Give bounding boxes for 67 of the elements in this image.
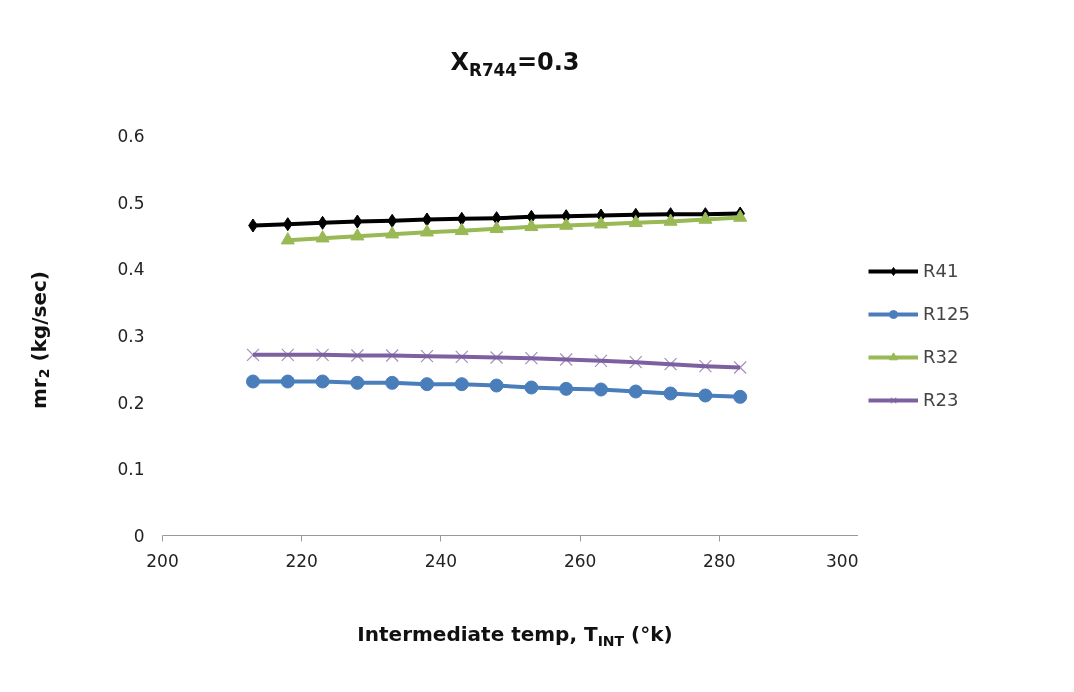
y-tick-label: 0.5 <box>117 192 145 213</box>
x-tick-label: 260 <box>563 550 597 571</box>
point <box>593 216 608 229</box>
point <box>246 348 260 362</box>
point <box>698 359 712 373</box>
y-tick-label: 0.1 <box>117 459 145 480</box>
point <box>559 352 573 367</box>
point <box>663 386 678 401</box>
point <box>419 224 434 237</box>
x-axis-title: Intermediate temp, T$_{INT}$ (°k) <box>356 621 674 651</box>
point <box>559 381 574 396</box>
point <box>733 389 748 404</box>
legend-label: R32 <box>923 346 960 367</box>
x-tick-label: 200 <box>146 550 179 571</box>
point <box>387 213 398 228</box>
point <box>489 378 504 393</box>
legend-label: R23 <box>923 389 960 410</box>
point <box>489 350 504 365</box>
point <box>315 230 330 243</box>
point <box>350 228 365 241</box>
point <box>281 348 295 362</box>
legend-label: R41 <box>923 260 960 281</box>
point <box>698 211 713 224</box>
x-tick-label: 300 <box>826 550 859 571</box>
point <box>317 215 328 230</box>
point <box>593 382 608 397</box>
point <box>663 213 678 226</box>
point <box>454 222 469 236</box>
point <box>629 355 643 369</box>
y-tick-label: 0.6 <box>117 126 145 146</box>
point <box>663 357 678 371</box>
point <box>594 354 608 368</box>
point <box>489 220 504 234</box>
y-tick-label: 0.4 <box>117 259 145 280</box>
point <box>733 360 747 375</box>
point <box>280 232 295 245</box>
point <box>559 217 574 230</box>
point <box>352 214 363 229</box>
y-tick-label: 0.2 <box>117 392 145 413</box>
x-tick-label: 220 <box>285 550 318 571</box>
point <box>245 374 260 389</box>
point <box>419 377 434 392</box>
point <box>628 214 643 228</box>
legend-label: R125 <box>923 303 971 324</box>
point <box>280 374 295 389</box>
point <box>524 380 539 395</box>
x-tick-label: 240 <box>424 550 458 571</box>
point <box>524 218 539 232</box>
point <box>315 374 330 389</box>
point <box>315 348 330 362</box>
point <box>385 226 400 239</box>
point <box>456 211 467 226</box>
point <box>385 348 399 363</box>
point <box>282 217 293 232</box>
point <box>524 351 538 365</box>
point <box>454 377 469 392</box>
point <box>698 388 713 403</box>
x-tick-label: 280 <box>703 550 736 571</box>
y-tick-label: 0.3 <box>117 326 145 346</box>
point <box>350 375 365 390</box>
point <box>628 384 643 399</box>
point <box>385 375 400 390</box>
point <box>455 350 469 364</box>
point <box>420 349 434 363</box>
chart-title: X$_{R744}$=0.3 <box>449 47 581 82</box>
y-tick-label: 0 <box>133 526 145 546</box>
point <box>350 348 364 363</box>
